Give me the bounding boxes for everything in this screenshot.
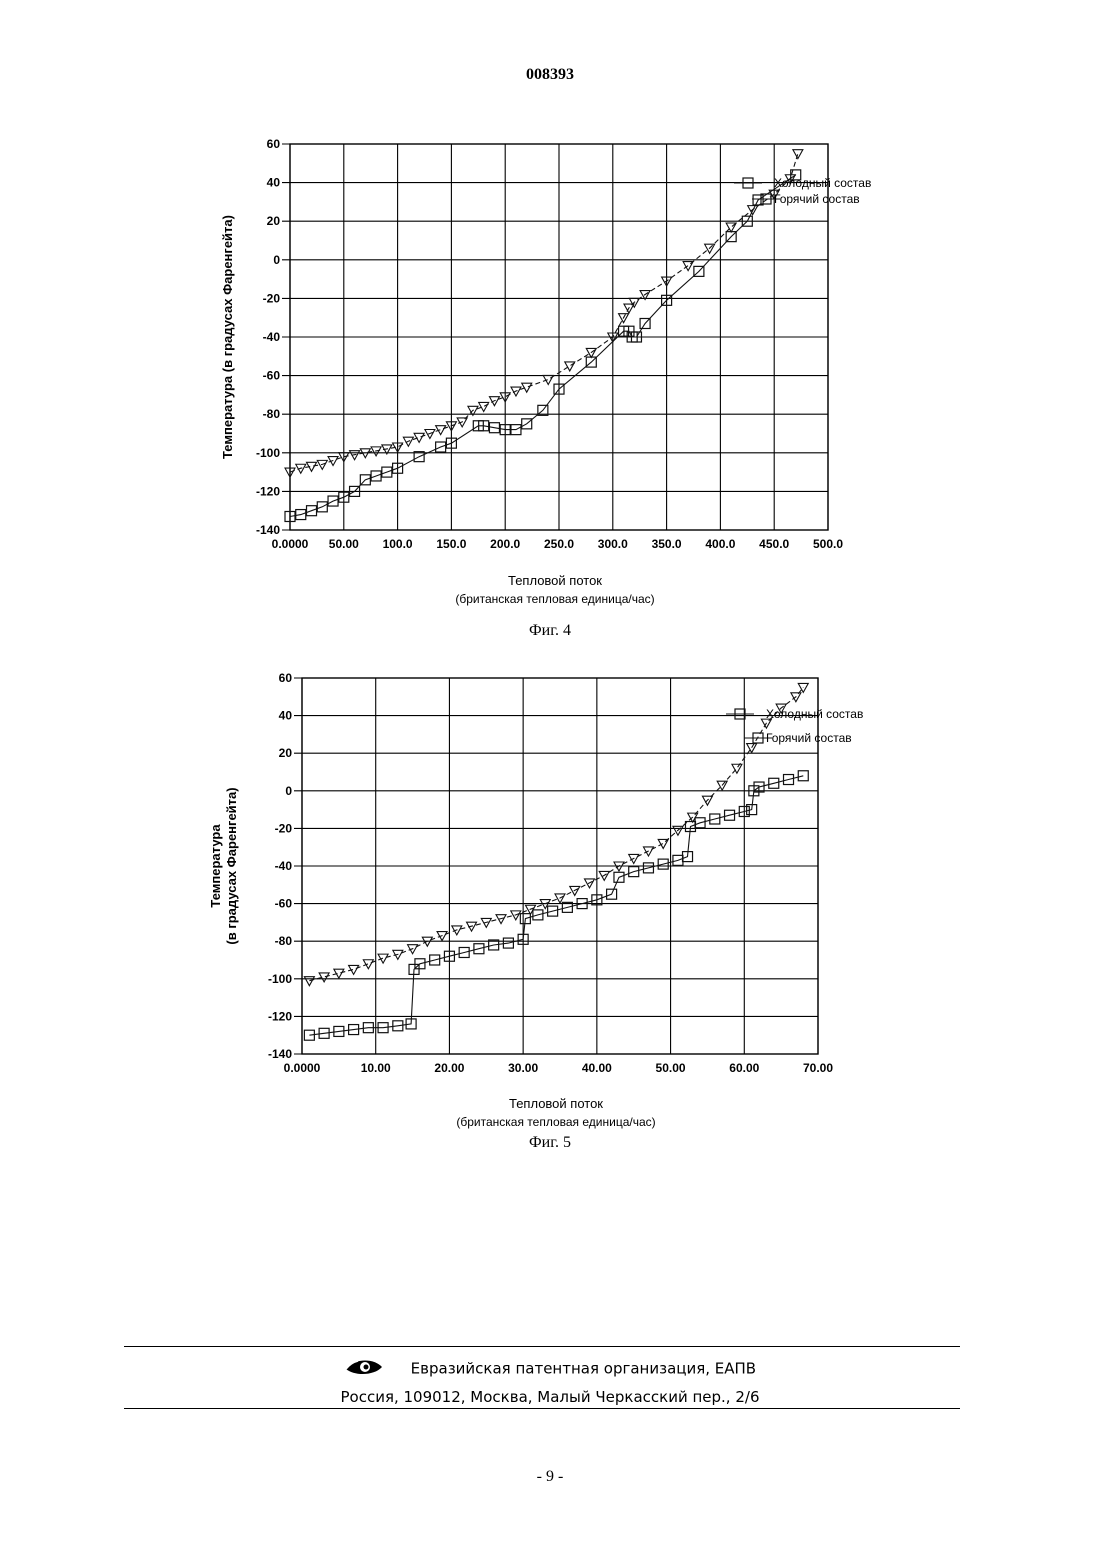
x-tick-label: 30.00	[508, 1061, 538, 1075]
footer-org-line: Евразийская патентная организация, ЕАПВ	[0, 1356, 1100, 1382]
x-tick-label: 450.0	[759, 537, 789, 551]
legend-label: Горячий состав	[766, 731, 852, 745]
y-tick-label: -20	[275, 821, 293, 835]
legend-label: Холодный состав	[766, 707, 863, 721]
document-number: 008393	[0, 66, 1100, 84]
y-tick-label: -120	[268, 1009, 292, 1023]
x-tick-label: 350.0	[652, 537, 682, 551]
y-tick-label: -140	[256, 523, 280, 537]
y-tick-label: -120	[256, 484, 280, 498]
x-tick-label: 40.00	[582, 1061, 612, 1075]
x-tick-label: 10.00	[361, 1061, 391, 1075]
figure-5-chart: 0.0000 10.00 20.00 30.00 40.00 50.00 60.00 70.0…	[0, 660, 1100, 1140]
y-tick-label: 0	[285, 784, 292, 798]
x-tick-label: 500.0	[813, 537, 843, 551]
legend-label: Горячий состав	[774, 192, 860, 206]
x-axis-label: Тепловой поток	[509, 1096, 603, 1111]
y-tick-label: -60	[263, 369, 281, 383]
figure-5-caption: Фиг. 5	[0, 1134, 1100, 1152]
footer-bottom-rule	[124, 1408, 960, 1409]
x-axis-label-units: (британская тепловая единица/час)	[455, 592, 654, 606]
x-tick-label: 250.0	[544, 537, 574, 551]
x-tick-label: 100.0	[383, 537, 413, 551]
x-tick-label: 20.00	[434, 1061, 464, 1075]
x-tick-label: 60.00	[729, 1061, 759, 1075]
y-tick-label: -60	[275, 897, 293, 911]
x-tick-label: 0.0000	[272, 537, 309, 551]
footer-top-rule	[124, 1346, 960, 1347]
x-axis-label-units: (британская тепловая единица/час)	[456, 1115, 655, 1129]
footer-address: Россия, 109012, Москва, Малый Черкасский…	[0, 1388, 1100, 1406]
y-tick-label: -140	[268, 1047, 292, 1061]
eapo-eye-logo-icon	[344, 1356, 384, 1382]
y-axis-label: Температура	[208, 824, 223, 908]
y-tick-label: 20	[267, 214, 281, 228]
x-tick-label: 400.0	[705, 537, 735, 551]
y-tick-label: 40	[267, 176, 281, 190]
x-tick-label: 50.00	[329, 537, 359, 551]
y-tick-label: -80	[275, 934, 293, 948]
x-tick-label: 200.0	[490, 537, 520, 551]
x-tick-label: 0.0000	[284, 1061, 321, 1075]
figure-4-caption: Фиг. 4	[0, 622, 1100, 640]
legend-label: Холодный состав	[774, 176, 871, 190]
x-axis-label: Тепловой поток	[508, 573, 602, 588]
footer-org-text: Евразийская патентная организация, ЕАПВ	[411, 1360, 756, 1378]
y-tick-label: 40	[279, 709, 293, 723]
y-axis-label: Температура (в градусах Фаренгейта)	[220, 215, 235, 459]
y-tick-label: -20	[263, 291, 281, 305]
y-tick-label: -100	[256, 446, 280, 460]
x-tick-label: 300.0	[598, 537, 628, 551]
x-tick-label: 50.00	[656, 1061, 686, 1075]
y-tick-label: 60	[279, 671, 293, 685]
y-tick-label: -40	[275, 859, 293, 873]
y-axis-label: (в градусах Фаренгейта)	[224, 787, 239, 944]
y-tick-label: -100	[268, 972, 292, 986]
x-tick-label: 150.0	[436, 537, 466, 551]
y-tick-label: -80	[263, 407, 281, 421]
x-tick-label: 70.00	[803, 1061, 833, 1075]
y-tick-label: 20	[279, 746, 293, 760]
page-number: - 9 -	[0, 1468, 1100, 1486]
y-tick-label: -40	[263, 330, 281, 344]
y-tick-label: 60	[267, 137, 281, 151]
y-tick-label: 0	[273, 253, 280, 267]
figure-4-chart: 0.0000 50.00 100.0 150.0 200.0 250.0 300.0 350.…	[0, 120, 1100, 620]
